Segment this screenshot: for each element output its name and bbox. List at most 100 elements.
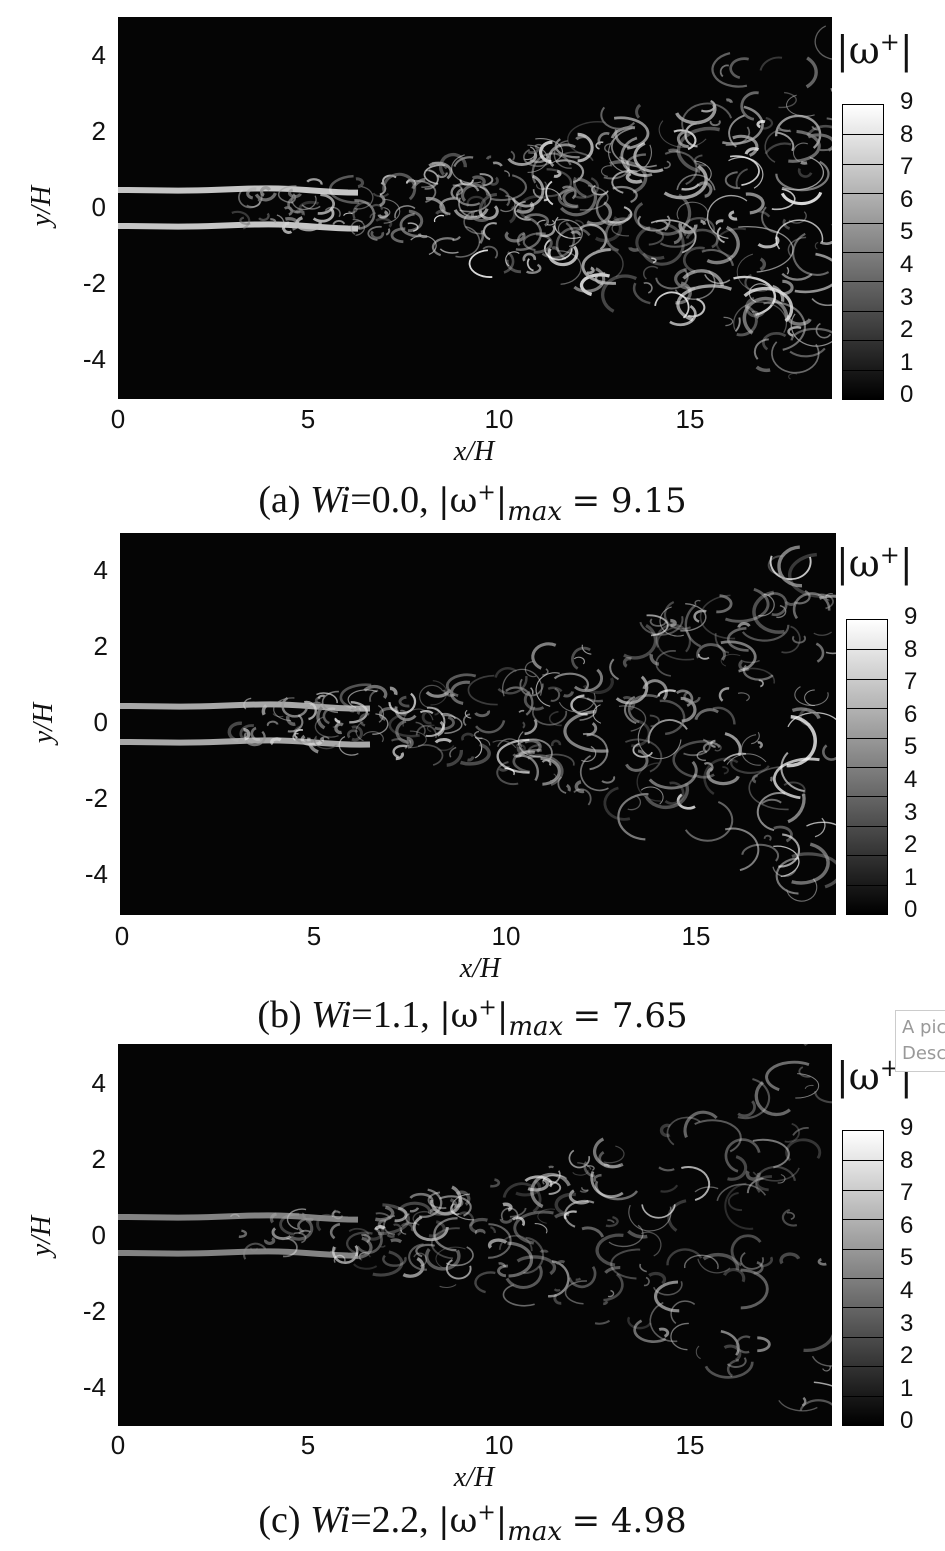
colorbar-level-line	[847, 737, 887, 739]
vortex-filament	[603, 1273, 624, 1302]
vortex-filament	[787, 236, 807, 257]
vortex-filament	[658, 1327, 670, 1338]
vortex-filament	[627, 794, 641, 811]
vortex-filament	[295, 216, 322, 232]
caption-omega: |ω+|max	[439, 995, 564, 1042]
vortex-filament	[581, 248, 617, 285]
vortex-filament	[637, 215, 671, 232]
vortex-filament	[429, 1198, 458, 1216]
vortex-filament	[753, 209, 771, 218]
vortex-filament	[375, 217, 393, 228]
vortex-filament	[459, 742, 491, 766]
vortex-filament	[676, 793, 696, 810]
vortex-filament	[742, 296, 789, 335]
vorticity-field-image	[118, 1044, 832, 1426]
vortex-filament	[332, 1245, 359, 1265]
vortex-filament	[293, 1232, 307, 1244]
vortex-filament	[496, 738, 530, 774]
vortex-filament	[532, 189, 543, 199]
colorbar-level-line	[847, 708, 887, 710]
vortex-filament	[563, 691, 575, 698]
vortex-filament	[400, 1222, 414, 1232]
vortex-filament	[383, 198, 401, 224]
vortex-filament	[728, 210, 738, 221]
vortex-filament	[657, 689, 677, 697]
vortex-filament	[625, 171, 643, 184]
vortex-filament	[788, 129, 821, 163]
vortex-filament	[788, 373, 798, 380]
vortex-filament	[412, 1215, 449, 1242]
vortex-filament	[488, 1223, 512, 1259]
vortex-filament	[581, 1187, 589, 1192]
caption-label: (b)	[257, 994, 302, 1036]
vortex-filament	[825, 651, 836, 655]
vortex-filament	[790, 327, 832, 341]
vortex-filament	[563, 1210, 577, 1220]
vortex-filament	[557, 187, 578, 209]
vortex-filament	[760, 1256, 773, 1268]
vortex-filament	[769, 555, 812, 581]
vortex-filament	[700, 219, 707, 226]
vortex-filament	[617, 793, 649, 841]
vortex-filament	[446, 1246, 474, 1267]
colorbar-level-line	[843, 134, 883, 136]
vortex-filament	[759, 56, 783, 71]
vortex-filament	[631, 719, 651, 748]
y-tick: -2	[84, 783, 108, 813]
vortex-filament	[761, 206, 780, 234]
vortex-filament	[379, 207, 391, 218]
vortex-filament	[737, 621, 751, 629]
vortex-filament	[319, 736, 330, 743]
vortex-filament	[716, 1183, 767, 1201]
vortex-filament	[469, 1217, 488, 1234]
vortex-filament	[294, 209, 305, 216]
vortex-filament	[659, 699, 686, 736]
vortex-filament	[316, 1213, 334, 1232]
vortex-filament	[550, 687, 561, 702]
x-tick: 0	[114, 921, 130, 951]
vortex-filament	[499, 187, 511, 207]
vortex-filament	[595, 191, 632, 226]
vortex-filament	[429, 1208, 440, 1213]
vortex-filament	[714, 744, 722, 752]
vortex-filament	[510, 150, 516, 161]
colorbar	[842, 1130, 884, 1426]
vortex-filament	[794, 686, 829, 707]
vortex-filament	[531, 642, 557, 670]
vortex-filament	[359, 1253, 371, 1261]
vortex-filament	[466, 195, 487, 210]
colorbar	[846, 619, 888, 915]
vortex-filament	[723, 316, 734, 327]
vortex-filament	[421, 709, 432, 725]
vortex-filament	[524, 661, 537, 678]
vortex-filament	[696, 643, 726, 661]
vortex-filament	[377, 704, 385, 723]
vortex-filament	[615, 675, 649, 705]
vortex-filament	[737, 1078, 771, 1120]
vortex-filament	[648, 1271, 667, 1285]
vortex-filament	[357, 225, 361, 230]
vortex-filament	[604, 1265, 621, 1274]
vortex-filament	[702, 741, 721, 754]
vortex-filament	[740, 91, 759, 121]
caption-omega: |ω+|max	[438, 1500, 563, 1547]
vortex-filament	[751, 731, 760, 745]
vortex-filament	[499, 1218, 513, 1224]
vortex-filament	[540, 224, 556, 238]
vortex-filament	[790, 313, 832, 347]
vortex-filament	[741, 843, 780, 862]
vortex-filament	[787, 712, 836, 728]
vortex-filament	[526, 258, 534, 272]
vortex-filament	[570, 694, 588, 716]
vortex-filament	[534, 1223, 548, 1234]
vortex-filament	[657, 625, 695, 661]
vortex-filament	[518, 195, 547, 221]
image-alt-tooltip[interactable]: A pic Desc	[895, 1010, 945, 1072]
vortex-filament	[409, 730, 427, 749]
vortex-filament	[350, 706, 361, 716]
vortex-filament	[503, 251, 515, 274]
vortex-filament	[697, 181, 713, 198]
vortex-filament	[581, 644, 592, 655]
vortex-filament	[250, 1247, 258, 1252]
vortex-filament	[369, 212, 376, 219]
